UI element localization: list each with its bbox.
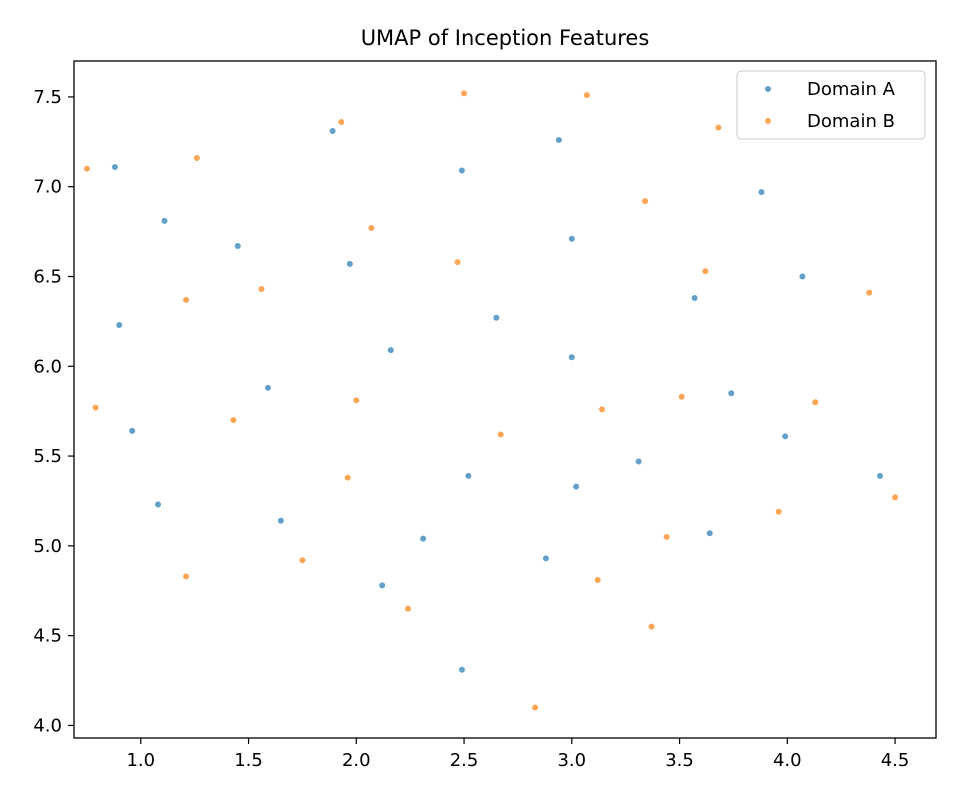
data-point: [876, 472, 883, 479]
data-point: [155, 501, 162, 508]
data-point: [642, 198, 649, 205]
y-tick-label: 6.5: [33, 266, 62, 287]
data-point: [799, 273, 806, 280]
data-points: [83, 90, 899, 711]
data-point: [129, 427, 136, 434]
data-point: [678, 393, 685, 400]
data-point: [573, 483, 580, 490]
data-point: [497, 431, 504, 438]
data-point: [583, 92, 590, 99]
x-tick-label: 4.0: [773, 750, 802, 771]
data-point: [387, 347, 394, 354]
data-point: [329, 128, 336, 135]
data-point: [454, 259, 461, 266]
data-point: [702, 268, 709, 275]
data-point: [193, 154, 200, 161]
data-point: [691, 295, 698, 302]
y-tick-label: 7.5: [33, 87, 62, 108]
data-point: [83, 165, 90, 172]
data-point: [299, 557, 306, 564]
series-domain-a: [111, 128, 883, 673]
data-point: [264, 384, 271, 391]
data-point: [866, 289, 873, 296]
y-tick-label: 7.0: [33, 177, 62, 198]
data-point: [568, 235, 575, 242]
data-point: [405, 605, 412, 612]
data-point: [465, 472, 472, 479]
data-point: [161, 217, 168, 224]
data-point: [234, 242, 241, 249]
data-point: [183, 296, 190, 303]
data-point: [598, 406, 605, 413]
data-point: [346, 260, 353, 267]
x-tick-label: 4.5: [881, 750, 910, 771]
data-point: [116, 321, 123, 328]
data-point: [420, 535, 427, 542]
x-tick-label: 1.5: [234, 750, 263, 771]
data-point: [277, 517, 284, 524]
data-point: [353, 397, 360, 404]
y-tick-label: 4.0: [33, 715, 62, 736]
y-tick-label: 5.5: [33, 446, 62, 467]
y-axis: 4.0 4.5 5.0 5.5 6.0 6.5 7.0 7.5: [33, 87, 74, 736]
plot-area: [73, 60, 937, 739]
legend-marker-domain-a: [765, 86, 771, 92]
x-tick-label: 3.5: [665, 750, 694, 771]
legend: Domain A Domain B: [736, 70, 926, 140]
data-point: [706, 530, 713, 537]
y-tick-label: 6.0: [33, 356, 62, 377]
data-point: [458, 666, 465, 673]
data-point: [635, 458, 642, 465]
data-point: [344, 474, 351, 481]
data-point: [728, 390, 735, 397]
y-tick-label: 5.0: [33, 536, 62, 557]
legend-label-domain-b: Domain B: [807, 111, 895, 132]
series-domain-b: [83, 90, 899, 711]
data-point: [183, 573, 190, 580]
data-point: [715, 124, 722, 131]
data-point: [458, 167, 465, 174]
data-point: [892, 494, 899, 501]
data-point: [461, 90, 468, 97]
data-point: [111, 163, 118, 170]
data-point: [493, 314, 500, 321]
y-tick-label: 4.5: [33, 626, 62, 647]
legend-label-domain-a: Domain A: [807, 79, 896, 100]
data-point: [758, 189, 765, 196]
data-point: [648, 623, 655, 630]
data-point: [782, 433, 789, 440]
x-tick-label: 2.5: [450, 750, 479, 771]
data-point: [775, 508, 782, 515]
data-point: [92, 404, 99, 411]
data-point: [338, 119, 345, 126]
x-axis: 1.0 1.5 2.0 2.5 3.0 3.5 4.0 4.5: [126, 738, 909, 771]
data-point: [368, 225, 375, 232]
data-point: [532, 704, 539, 711]
data-point: [663, 533, 670, 540]
data-point: [568, 354, 575, 361]
legend-box: [736, 70, 926, 140]
data-point: [379, 582, 386, 589]
x-tick-label: 3.0: [557, 750, 586, 771]
data-point: [542, 555, 549, 562]
chart-title: UMAP of Inception Features: [361, 26, 650, 50]
x-tick-label: 2.0: [342, 750, 371, 771]
data-point: [230, 417, 237, 424]
x-tick-label: 1.0: [126, 750, 155, 771]
data-point: [555, 137, 562, 144]
legend-marker-domain-b: [765, 118, 771, 124]
data-point: [812, 399, 819, 406]
data-point: [258, 286, 265, 293]
data-point: [594, 576, 601, 583]
